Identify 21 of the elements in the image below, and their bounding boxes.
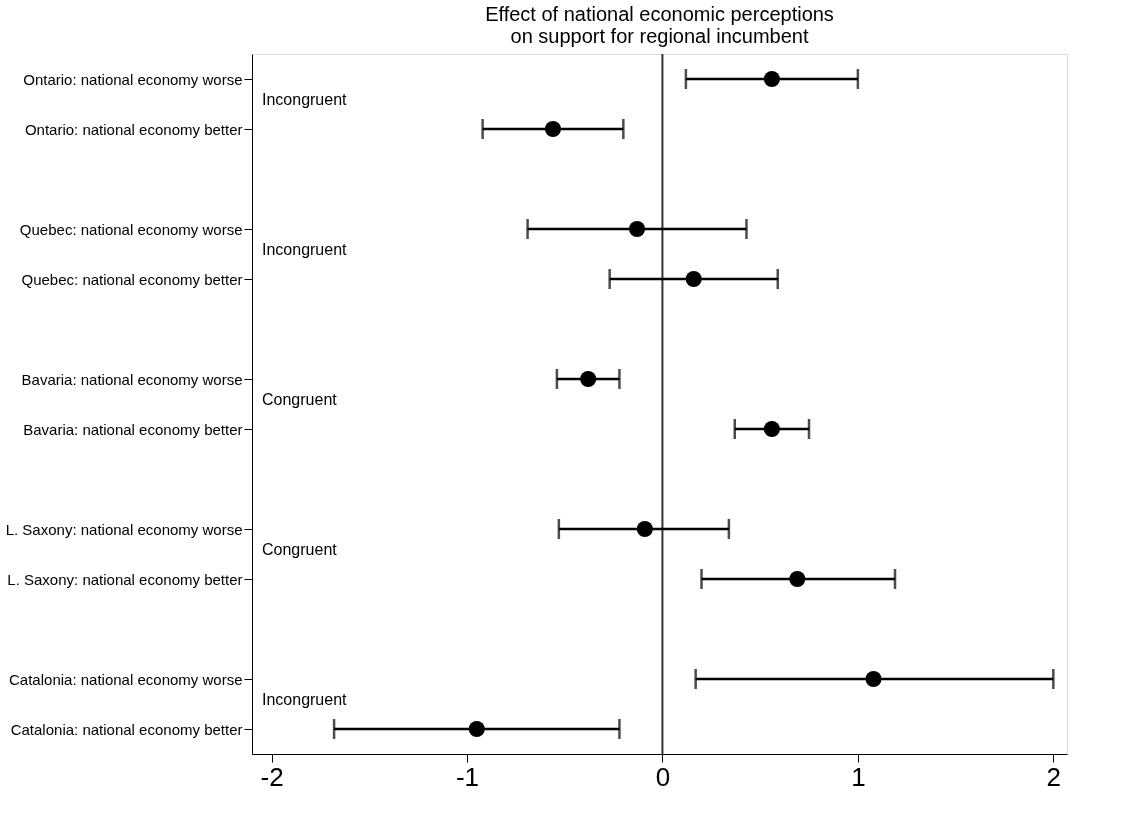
y-tick-label: Ontario: national economy worse xyxy=(23,70,243,88)
y-tick-label: L. Saxony: national economy worse xyxy=(5,520,243,538)
x-tick-label: 1 xyxy=(851,761,866,792)
y-tick-label: Catalonia: national economy worse xyxy=(9,670,243,688)
x-tick-label: 2 xyxy=(1046,761,1062,792)
y-tick-label: Bavaria: national economy worse xyxy=(21,370,243,388)
y-tick-label: Quebec: national economy worse xyxy=(19,220,243,238)
annotation: Congruent xyxy=(262,541,338,558)
y-tick-label: Bavaria: national economy better xyxy=(23,420,243,438)
x-tick-label: -1 xyxy=(455,761,480,792)
annotation: Incongruent xyxy=(262,691,348,708)
annotation: Incongruent xyxy=(262,91,348,108)
y-tick-label: L. Saxony: national economy better xyxy=(7,570,243,588)
x-tick-label: 0 xyxy=(655,761,671,792)
y-tick-label: Quebec: national economy better xyxy=(21,270,243,288)
annotation: Congruent xyxy=(262,391,338,408)
annotation: Incongruent xyxy=(262,241,348,258)
x-tick-label: -2 xyxy=(260,761,284,792)
y-tick-label: Catalonia: national economy better xyxy=(10,720,243,738)
chart-title: Effect of national economic perceptions on support for regional incumbent xyxy=(485,3,834,47)
y-tick-label: Ontario: national economy better xyxy=(24,120,243,138)
